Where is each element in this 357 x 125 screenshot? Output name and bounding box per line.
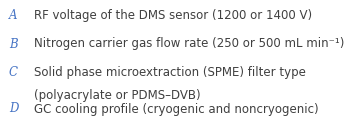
Text: A: A: [9, 9, 17, 22]
Text: D: D: [9, 102, 18, 116]
Text: (polyacrylate or PDMS–DVB): (polyacrylate or PDMS–DVB): [34, 89, 201, 102]
Text: RF voltage of the DMS sensor (1200 or 1400 V): RF voltage of the DMS sensor (1200 or 14…: [34, 9, 312, 22]
Text: Nitrogen carrier gas flow rate (250 or 500 mL min⁻¹): Nitrogen carrier gas flow rate (250 or 5…: [34, 38, 344, 51]
Text: Solid phase microextraction (SPME) filter type: Solid phase microextraction (SPME) filte…: [34, 66, 306, 79]
Text: B: B: [9, 38, 17, 51]
Text: GC cooling profile (cryogenic and noncryogenic): GC cooling profile (cryogenic and noncry…: [34, 102, 318, 116]
Text: C: C: [9, 66, 18, 79]
